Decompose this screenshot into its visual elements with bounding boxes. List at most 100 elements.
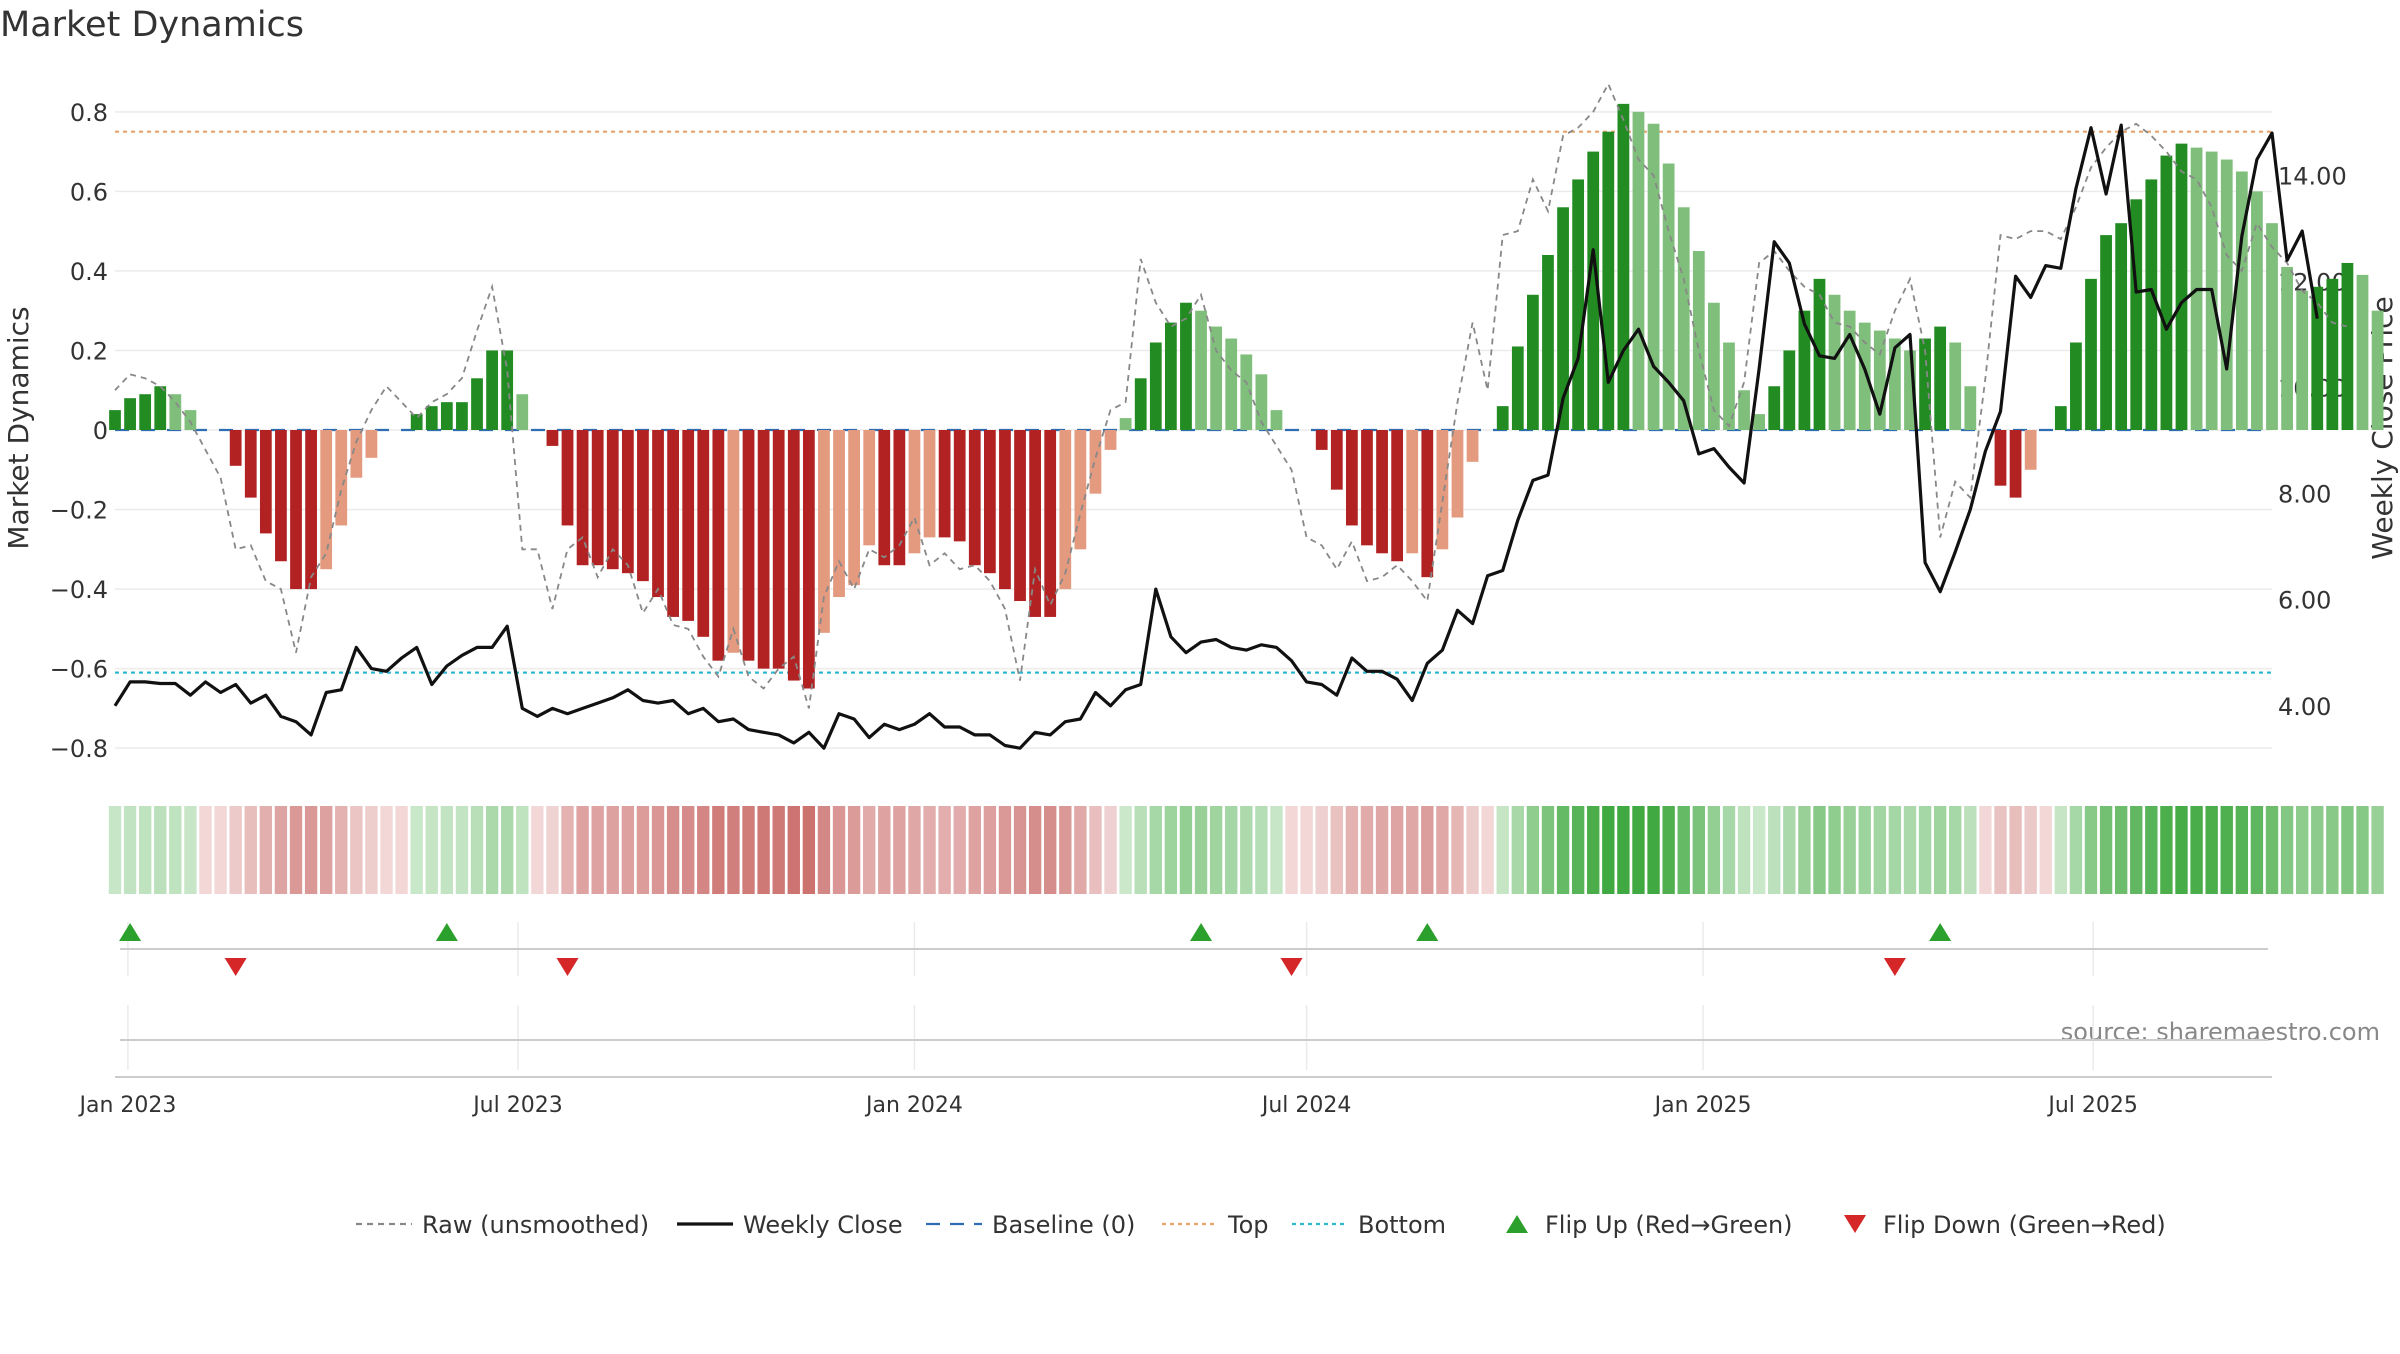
regime-cell bbox=[214, 806, 227, 894]
dynamics-bar bbox=[1391, 430, 1404, 562]
regime-cell bbox=[1541, 806, 1555, 894]
regime-cell bbox=[1798, 806, 1811, 894]
regime-cell bbox=[1028, 806, 1042, 894]
dynamics-bar bbox=[2085, 278, 2097, 430]
regime-strip bbox=[108, 806, 2384, 894]
regime-cell bbox=[817, 806, 831, 894]
dynamics-bar bbox=[1708, 302, 1720, 430]
legend-label: Weekly Close bbox=[743, 1211, 903, 1239]
weekly-close-line bbox=[113, 123, 2319, 750]
y-axis-left: 0.8 0.6 0.4 0.2 0 −0.2 −0.4 −0.6 −0.8 bbox=[50, 99, 108, 763]
dynamics-bar bbox=[999, 430, 1011, 590]
dynamics-bar bbox=[1059, 430, 1072, 590]
dynamics-bar bbox=[1632, 111, 1645, 431]
regime-cell bbox=[1828, 806, 1841, 894]
dynamics-bar bbox=[1376, 430, 1388, 554]
dynamics-bar bbox=[259, 430, 272, 534]
regime-cell bbox=[289, 806, 303, 894]
dynamics-bar bbox=[2251, 191, 2263, 430]
source-note: source: sharemaestro.com bbox=[2061, 1018, 2380, 1046]
y-axis-label-left: Market Dynamics bbox=[2, 306, 35, 549]
regime-cell bbox=[1979, 806, 1992, 894]
dynamics-bar bbox=[1904, 350, 1916, 430]
y2-tick-label: 8.00 bbox=[2278, 481, 2331, 509]
dynamics-bar bbox=[1798, 310, 1811, 430]
dynamics-bar bbox=[275, 430, 287, 562]
regime-cell bbox=[847, 806, 861, 894]
dynamics-bar bbox=[1783, 350, 1796, 430]
regime-cell bbox=[1044, 806, 1057, 894]
dynamics-bar bbox=[818, 430, 830, 633]
dynamics-bar bbox=[1587, 151, 1600, 430]
dynamics-bar bbox=[1843, 310, 1856, 430]
dynamics-bar bbox=[802, 430, 815, 689]
dynamics-bar bbox=[938, 430, 951, 538]
dynamics-bar bbox=[1149, 342, 1162, 430]
regime-cell bbox=[1964, 806, 1977, 894]
regime-cell bbox=[1300, 806, 1313, 894]
regime-cell bbox=[1149, 806, 1162, 894]
regime-cell bbox=[335, 806, 348, 894]
dynamics-bar bbox=[2220, 159, 2233, 430]
regime-cell bbox=[2205, 806, 2218, 894]
regime-cell bbox=[1632, 806, 1645, 894]
y-tick-label: −0.6 bbox=[50, 656, 108, 684]
regime-cell bbox=[531, 806, 544, 894]
dynamics-bar bbox=[1225, 338, 1238, 430]
y-tick-label: 0 bbox=[93, 417, 108, 445]
flip-down-marker bbox=[1280, 958, 1303, 976]
regime-cell bbox=[546, 806, 559, 894]
dynamics-bar bbox=[471, 378, 483, 430]
dynamics-bar bbox=[1466, 430, 1479, 462]
legend-label: Bottom bbox=[1358, 1211, 1446, 1239]
regime-cell bbox=[697, 806, 710, 894]
regime-cell bbox=[2341, 806, 2354, 894]
dynamics-bar bbox=[727, 430, 740, 653]
dynamics-bar bbox=[697, 430, 710, 637]
regime-cell bbox=[1345, 806, 1359, 894]
dynamics-bar bbox=[1089, 430, 1102, 494]
regime-cell bbox=[2084, 806, 2098, 894]
regime-cell bbox=[1918, 806, 1932, 894]
dynamics-bar bbox=[1436, 430, 1449, 550]
dynamics-bar bbox=[440, 402, 453, 430]
dynamics-bar bbox=[1044, 430, 1057, 617]
regime-cell bbox=[1360, 806, 1374, 894]
dynamics-bar bbox=[2311, 286, 2324, 430]
dynamics-bar bbox=[893, 430, 906, 566]
regime-cell bbox=[2190, 806, 2203, 894]
regime-cell bbox=[1933, 806, 1947, 894]
dynamics-bar bbox=[335, 430, 348, 526]
regime-cell bbox=[1315, 806, 1328, 894]
dynamics-bar bbox=[1496, 406, 1509, 430]
regime-cell bbox=[1104, 806, 1117, 894]
dynamics-bar bbox=[1828, 294, 1841, 430]
regime-cell bbox=[1571, 806, 1585, 894]
regime-cell bbox=[1119, 806, 1132, 894]
regime-cell bbox=[757, 806, 770, 894]
dynamics-bar bbox=[2235, 171, 2248, 430]
dynamics-bar bbox=[2009, 430, 2022, 498]
dynamics-bar bbox=[546, 430, 559, 446]
regime-cell bbox=[606, 806, 619, 894]
regime-cell bbox=[2356, 806, 2369, 894]
dynamics-bar bbox=[1255, 374, 1268, 430]
regime-cell bbox=[1375, 806, 1389, 894]
regime-cell bbox=[1240, 806, 1253, 894]
flip-up-marker bbox=[1929, 923, 1952, 941]
regime-cell bbox=[1888, 806, 1902, 894]
dynamics-bar bbox=[757, 430, 770, 669]
regime-cell bbox=[169, 806, 182, 894]
regime-cell bbox=[727, 806, 740, 894]
regime-cell bbox=[1225, 806, 1238, 894]
regime-cell bbox=[199, 806, 212, 894]
x-tick-label: Jul 2023 bbox=[471, 1093, 563, 1118]
regime-cell bbox=[2326, 806, 2339, 894]
regime-cell bbox=[1873, 806, 1887, 894]
dynamics-bar bbox=[1994, 430, 2007, 486]
regime-cell bbox=[1285, 806, 1298, 894]
dynamics-bar bbox=[878, 430, 891, 566]
regime-cell bbox=[1013, 806, 1027, 894]
regime-cell bbox=[2099, 806, 2113, 894]
weekly-close-series bbox=[113, 123, 2319, 750]
